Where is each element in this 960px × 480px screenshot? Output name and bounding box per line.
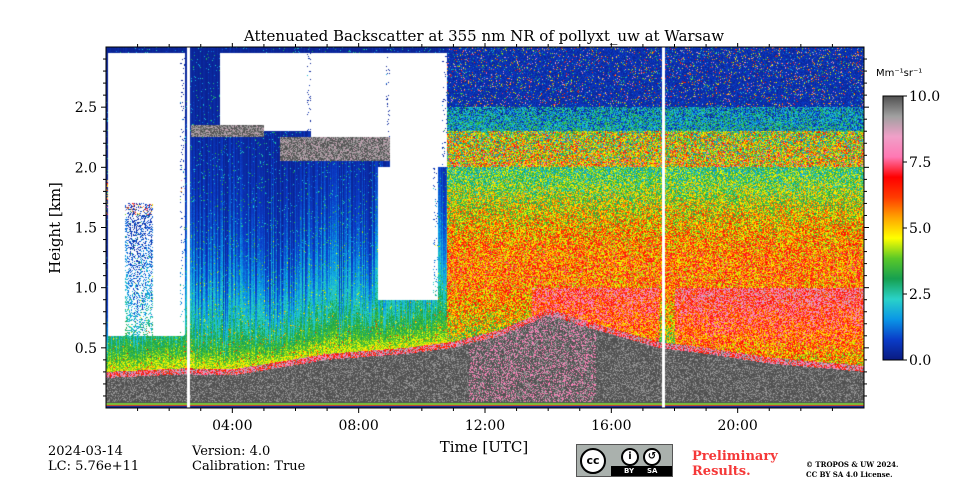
cc-icon: cc bbox=[580, 448, 606, 474]
cc-strip bbox=[611, 466, 672, 476]
y-tick-label: 1.5 bbox=[75, 221, 97, 237]
x-tick-label: 04:00 bbox=[212, 418, 252, 434]
y-tick-label: 0.5 bbox=[75, 341, 97, 357]
plot-area bbox=[105, 46, 865, 409]
x-tick-label: 16:00 bbox=[591, 418, 631, 434]
backscatter-heatmap bbox=[106, 47, 864, 408]
copyright-line-1: © TROPOS & UW 2024. bbox=[806, 460, 899, 469]
chart-title: Attenuated Backscatter at 355 nm NR of p… bbox=[243, 27, 724, 45]
y-axis: 0.5 1.0 1.5 2.0 2.5 bbox=[75, 58, 869, 397]
x-tick-label: 20:00 bbox=[717, 418, 757, 434]
copyright-line-2: CC BY SA 4.0 License. bbox=[806, 470, 893, 479]
copyright-notice: © TROPOS & UW 2024. CC BY SA 4.0 License… bbox=[806, 460, 899, 480]
colorbar-tick-label: 7.5 bbox=[909, 155, 931, 171]
y-tick-label: 2.5 bbox=[75, 100, 97, 116]
y-axis-label: Height [km] bbox=[46, 182, 64, 274]
cc-license-badge: cc i ↺ BY SA bbox=[576, 444, 673, 477]
x-tick-label: 08:00 bbox=[338, 418, 378, 434]
colorbar-scale bbox=[882, 95, 904, 361]
colorbar-tick-label: 10.0 bbox=[909, 89, 940, 105]
preliminary-line-1: Preliminary bbox=[692, 449, 778, 464]
footer-calibration: Calibration: True bbox=[192, 459, 306, 474]
colorbar-unit-label: Mm⁻¹sr⁻¹ bbox=[876, 68, 922, 79]
colorbar: 0.0 2.5 5.0 7.5 10.0 Mm⁻¹sr⁻¹ bbox=[876, 68, 940, 369]
person-icon: i bbox=[621, 448, 639, 466]
share-alike-icon: ↺ bbox=[643, 448, 661, 466]
colorbar-tick-label: 2.5 bbox=[909, 287, 931, 303]
colorbar-tick-label: 0.0 bbox=[909, 353, 931, 369]
cc-by-label: BY bbox=[624, 467, 635, 475]
y-tick-label: 1.0 bbox=[75, 281, 97, 297]
x-axis-label: Time [UTC] bbox=[440, 438, 529, 456]
cc-sa-label: SA bbox=[647, 467, 658, 475]
footer-lc: LC: 5.76e+11 bbox=[48, 459, 140, 474]
footer-version: Version: 4.0 bbox=[192, 444, 271, 459]
footer-date: 2024-03-14 bbox=[48, 444, 123, 459]
colorbar-ticks: 0.0 2.5 5.0 7.5 10.0 bbox=[903, 89, 940, 369]
y-tick-label: 2.0 bbox=[75, 160, 97, 176]
x-axis: 04:00 08:00 12:00 16:00 20:00 bbox=[137, 43, 833, 434]
preliminary-notice: Preliminary Results. bbox=[692, 449, 778, 479]
x-tick-label: 12:00 bbox=[465, 418, 505, 434]
preliminary-line-2: Results. bbox=[692, 464, 751, 479]
colorbar-tick-label: 5.0 bbox=[909, 221, 931, 237]
